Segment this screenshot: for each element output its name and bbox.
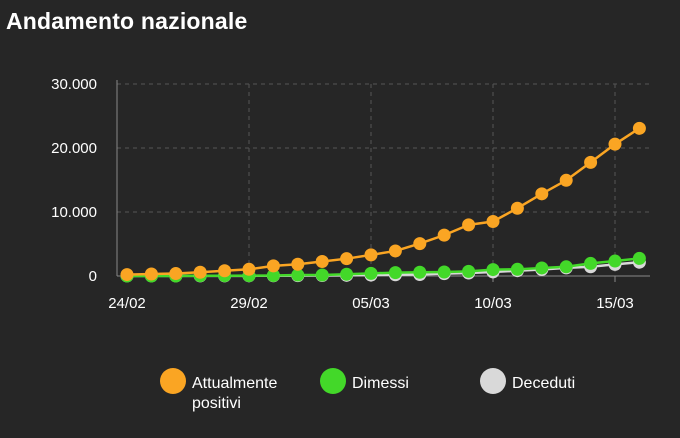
series-line xyxy=(127,257,640,278)
data-point xyxy=(242,262,256,276)
data-point xyxy=(437,228,451,242)
data-point xyxy=(340,252,354,266)
chart-tick-labels: 0 10.000 20.000 30.000 24/02 29/02 05/03 10/03 1… xyxy=(51,76,634,312)
legend-swatch-icon xyxy=(160,368,186,394)
x-tick-label: 05/03 xyxy=(352,295,390,312)
x-tick-label: 15/03 xyxy=(596,295,634,312)
y-tick-label: 20.000 xyxy=(51,140,97,157)
chart-grid xyxy=(117,83,650,276)
data-point xyxy=(632,251,646,265)
page-title: Andamento nazionale xyxy=(6,8,248,34)
y-tick-label: 10.000 xyxy=(51,204,97,221)
data-point xyxy=(266,259,280,273)
data-point xyxy=(462,264,476,278)
legend-item-attualmente-positivi[interactable]: Attualmente positivi xyxy=(160,368,312,414)
data-point xyxy=(486,215,500,229)
legend-label: Deceduti xyxy=(512,375,576,392)
data-point xyxy=(584,155,598,169)
legend-item-deceduti[interactable]: Deceduti xyxy=(480,368,632,394)
line-chart: 0 10.000 20.000 30.000 24/02 29/02 05/03 10/03 1… xyxy=(51,76,650,312)
x-tick-label: 24/02 xyxy=(108,295,146,312)
data-point xyxy=(632,121,646,135)
data-point xyxy=(291,257,305,271)
data-point xyxy=(364,266,378,280)
legend-swatch-icon xyxy=(320,368,346,394)
x-tick-label: 10/03 xyxy=(474,295,512,312)
data-point xyxy=(535,261,549,275)
legend-label: Attualmente positivi xyxy=(192,375,278,412)
chart-series xyxy=(120,121,646,283)
y-tick-label: 30.000 xyxy=(51,76,97,93)
data-point xyxy=(315,255,329,269)
legend-item-dimessi[interactable]: Dimessi xyxy=(320,368,472,394)
data-point xyxy=(388,266,402,280)
data-point xyxy=(193,265,207,279)
data-point xyxy=(340,267,354,281)
data-point xyxy=(120,268,134,282)
data-point xyxy=(608,137,622,151)
legend-label: Dimessi xyxy=(352,375,409,392)
y-tick-label: 0 xyxy=(89,268,97,285)
data-point xyxy=(291,268,305,282)
data-point xyxy=(388,244,402,258)
data-point xyxy=(437,265,451,279)
data-point xyxy=(559,173,573,187)
data-point xyxy=(510,262,524,276)
series-line xyxy=(126,127,641,276)
data-point xyxy=(266,268,280,282)
data-point xyxy=(144,267,158,281)
data-point xyxy=(608,254,622,268)
x-tick-label: 29/02 xyxy=(230,295,268,312)
data-point xyxy=(510,201,524,215)
data-point xyxy=(169,267,183,281)
data-point xyxy=(462,218,476,232)
chart-legend: Attualmente positivi Dimessi Deceduti xyxy=(0,364,680,424)
data-point xyxy=(584,256,598,270)
data-point xyxy=(315,268,329,282)
legend-swatch-icon xyxy=(480,368,506,394)
data-point xyxy=(535,187,549,201)
data-point xyxy=(559,260,573,274)
data-point xyxy=(218,264,232,278)
data-point xyxy=(364,248,378,262)
data-point xyxy=(486,263,500,277)
data-point xyxy=(413,265,427,279)
data-point xyxy=(413,237,427,251)
